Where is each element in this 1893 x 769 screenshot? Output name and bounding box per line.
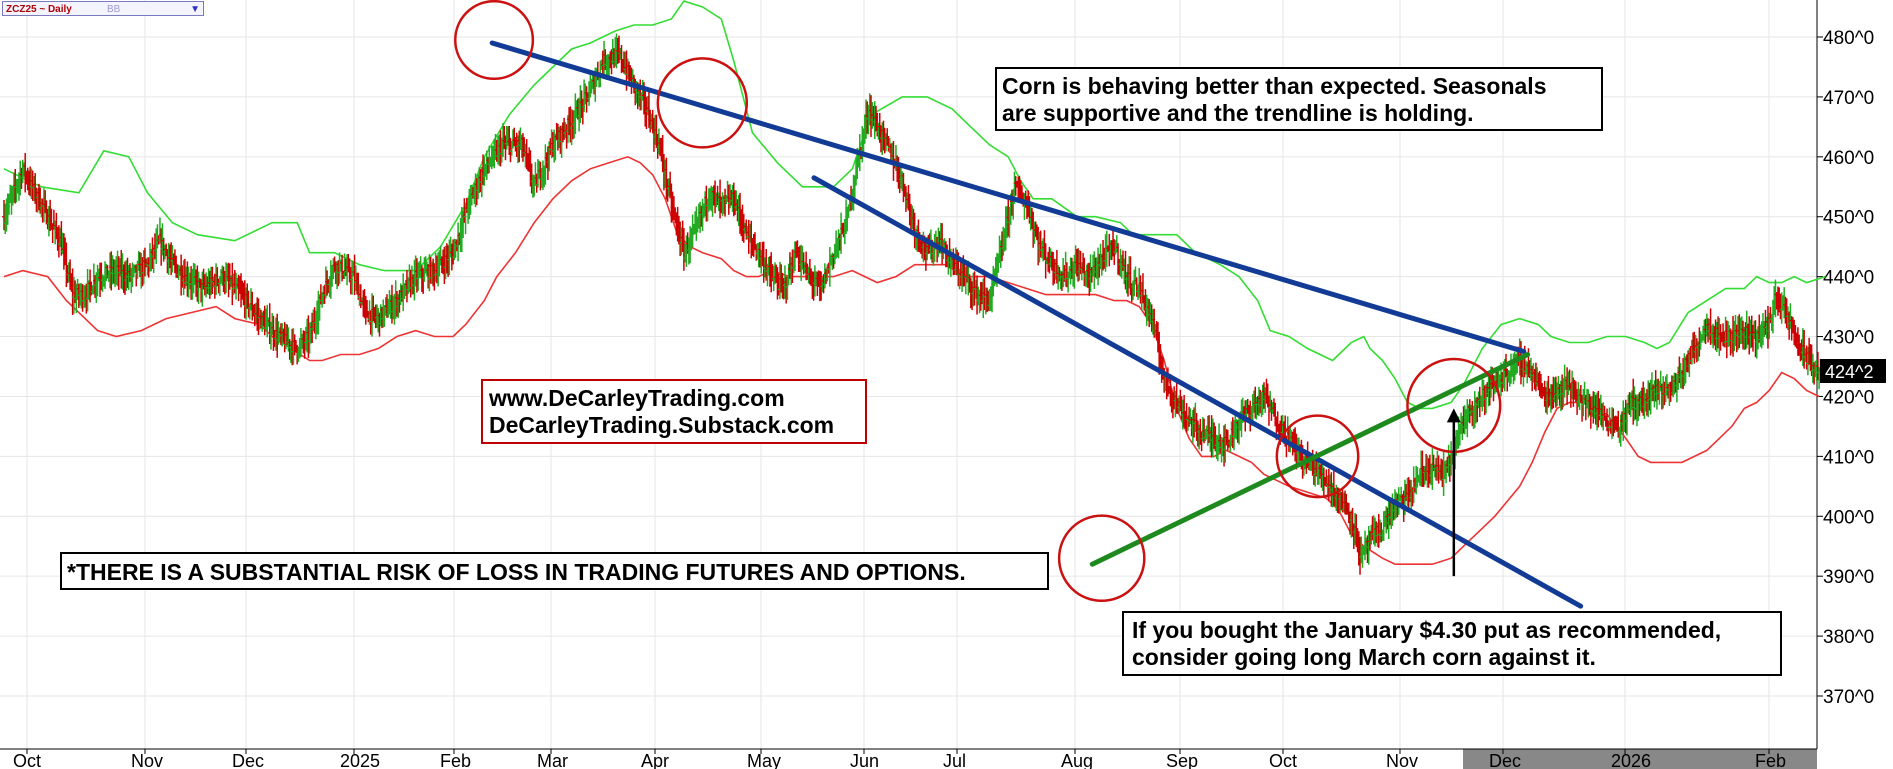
x-tick-label: Mar xyxy=(537,751,568,769)
x-tick-label: 2026 xyxy=(1611,751,1651,769)
y-tick-label: 380^0 xyxy=(1823,627,1874,648)
x-tick-label: Feb xyxy=(440,751,471,769)
y-tick-label: 420^0 xyxy=(1823,387,1874,408)
x-tick-label: Sep xyxy=(1166,751,1198,769)
y-tick-label: 440^0 xyxy=(1823,268,1874,289)
y-tick-label: 410^0 xyxy=(1823,447,1874,468)
x-tick-label: May xyxy=(747,751,781,769)
y-axis: 480^0 470^0 460^0 450^0 440^0 430^0 420^0 410^0… xyxy=(1816,0,1874,749)
x-tick-label: Apr xyxy=(641,751,669,769)
x-tick-label: Jun xyxy=(850,751,879,769)
price-bars xyxy=(2,33,1824,575)
y-tick-label: 450^0 xyxy=(1823,208,1874,229)
y-tick-label: 430^0 xyxy=(1823,328,1874,349)
x-tick-label: Dec xyxy=(232,751,264,769)
x-tick-label: Nov xyxy=(1386,751,1418,769)
x-axis: Oct Nov Dec 2025 Feb Mar Apr May Jun Jul Aug Sep Oct… xyxy=(0,748,1817,769)
x-tick-label: Dec xyxy=(1489,751,1521,769)
x-tick-label: Feb xyxy=(1755,751,1786,769)
y-tick-label: 470^0 xyxy=(1823,88,1874,109)
y-tick-label: 460^0 xyxy=(1823,148,1874,169)
x-tick-label: Jul xyxy=(943,751,966,769)
x-tick-label: Aug xyxy=(1061,751,1093,769)
x-tick-label: Oct xyxy=(1269,751,1297,769)
y-tick-label: 390^0 xyxy=(1823,567,1874,588)
x-tick-label: Nov xyxy=(131,751,163,769)
y-tick-label: 480^0 xyxy=(1823,28,1874,49)
lower-band-line xyxy=(3,155,1820,565)
x-tick-label: 2025 xyxy=(340,751,380,769)
x-tick-label: Oct xyxy=(13,751,41,769)
y-tick-label: 400^0 xyxy=(1823,507,1874,528)
future-date-shade xyxy=(1463,749,1817,769)
y-tick-label: 370^0 xyxy=(1823,687,1874,708)
